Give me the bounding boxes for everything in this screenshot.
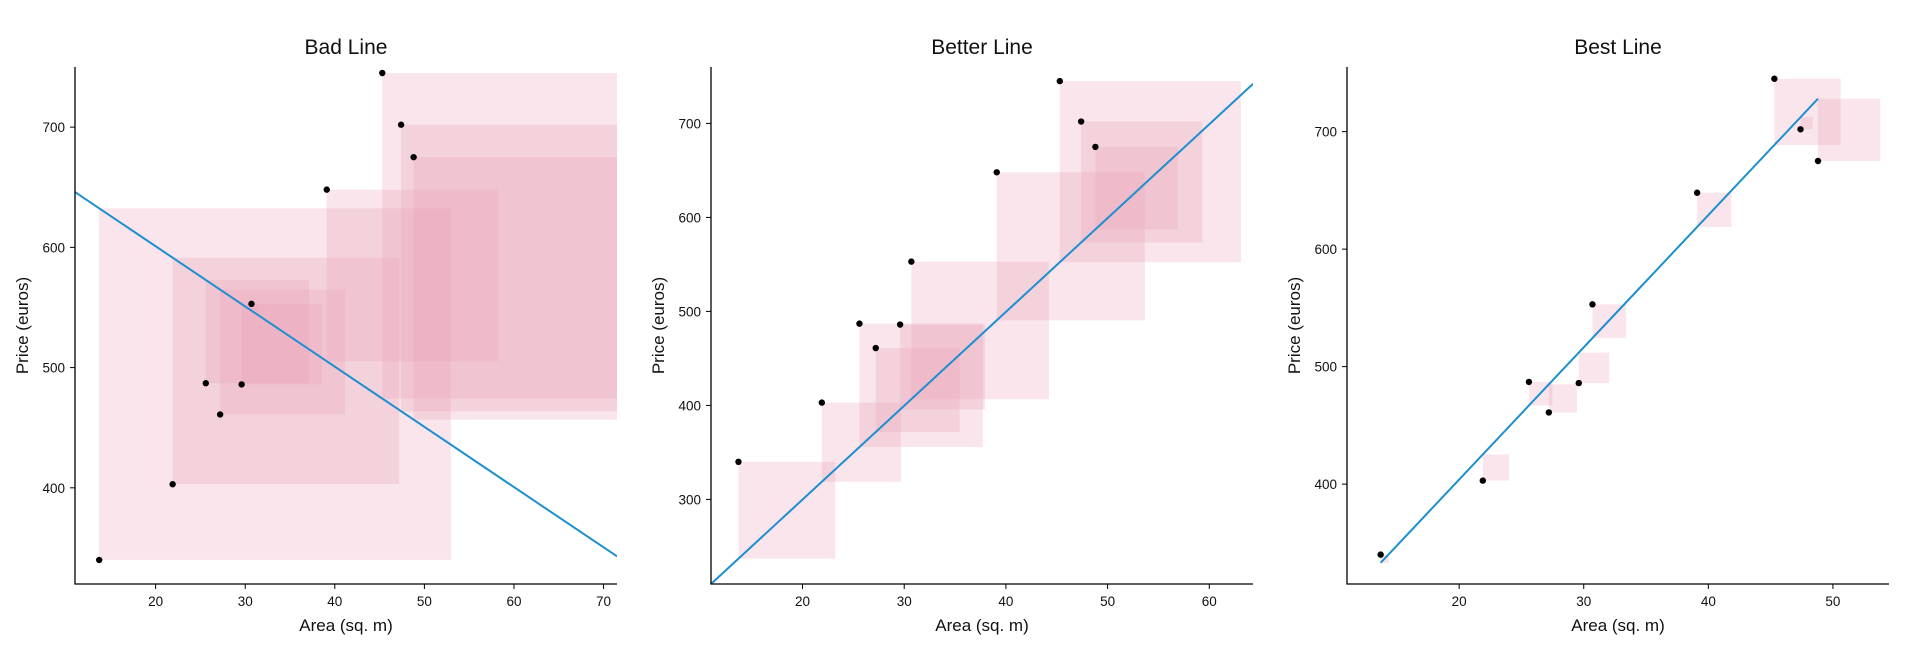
data-point [1077, 118, 1085, 125]
data-point [908, 258, 915, 265]
residual-square [1800, 117, 1813, 130]
data-point [1056, 77, 1063, 85]
data-point [202, 380, 209, 387]
x-axis-label: Area (sq. m) [299, 616, 393, 635]
panel-2: 20 30 40 50 60 300 400 500 600 700 Better Line Area… [649, 36, 1253, 635]
panel-1: 20 30 40 50 60 70 400 500 600 700 Bad Line Area (sq… [13, 36, 617, 635]
chart-title: Bad Line [305, 36, 388, 59]
x-tick-label: 50 [1825, 594, 1840, 609]
data-point [1589, 301, 1596, 308]
residual-square [1548, 384, 1577, 413]
data-point [410, 153, 417, 161]
residual-square [859, 323, 983, 448]
x-tick-label: 50 [417, 594, 432, 609]
residual-square [996, 172, 1145, 321]
residual-square [241, 304, 323, 385]
data-point [323, 186, 330, 193]
y-axis-label: Price (euros) [1285, 277, 1304, 374]
y-tick-label: 700 [42, 120, 65, 135]
plot-area [711, 81, 1253, 584]
residual-square [401, 124, 617, 412]
fit-line [1379, 98, 1819, 564]
fit-line [711, 83, 1253, 584]
residual-square [1059, 81, 1241, 263]
y-tick-label: 600 [1314, 242, 1337, 257]
data-point [238, 381, 245, 388]
data-point [1479, 477, 1487, 484]
data-point [872, 344, 879, 352]
residual-square [220, 289, 346, 415]
data-point [1092, 143, 1099, 151]
residual-square [205, 279, 310, 384]
y-tick-label: 500 [1314, 360, 1337, 375]
data-point [169, 481, 176, 488]
data-point [818, 399, 826, 406]
data-point [1545, 409, 1553, 416]
y-tick-label: 300 [678, 492, 701, 507]
x-tick-label: 70 [596, 594, 611, 609]
y-tick-label: 700 [678, 116, 701, 131]
fit-line [75, 191, 617, 558]
data-point [1693, 189, 1701, 196]
x-tick-label: 20 [148, 594, 163, 609]
y-tick-label: 600 [678, 210, 701, 225]
residual-square [1081, 121, 1203, 243]
plot-area [1379, 78, 1881, 564]
data-point [379, 69, 386, 77]
y-tick-label: 400 [1314, 477, 1337, 492]
x-tick-label: 30 [238, 594, 253, 609]
y-tick-label: 500 [42, 361, 65, 376]
data-point [856, 320, 863, 327]
residual-square [1578, 352, 1610, 384]
x-tick-label: 50 [1100, 594, 1115, 609]
data-point [896, 321, 904, 328]
y-tick-label: 400 [42, 481, 65, 496]
panel-3: 20 30 40 50 400 500 600 700 Best Line Area (sq. m… [1285, 36, 1889, 635]
y-tick-label: 700 [1314, 125, 1337, 140]
y-tick-label: 400 [678, 398, 701, 413]
residual-square [382, 73, 617, 399]
residual-square [1817, 98, 1881, 161]
data-point [248, 300, 255, 308]
data-point [1771, 75, 1778, 82]
x-tick-label: 20 [1452, 594, 1467, 609]
data-point [993, 169, 1000, 176]
x-axis-label: Area (sq. m) [1571, 616, 1665, 635]
x-tick-label: 40 [1701, 594, 1716, 609]
data-point [1575, 379, 1582, 387]
chart-title: Best Line [1574, 36, 1662, 59]
chart-title: Better Line [931, 36, 1033, 59]
data-point [1797, 126, 1804, 133]
x-tick-label: 30 [897, 594, 912, 609]
x-tick-label: 30 [1576, 594, 1591, 609]
y-tick-label: 500 [678, 304, 701, 319]
data-point [397, 121, 405, 128]
residual-square [99, 208, 451, 560]
data-point [216, 411, 224, 418]
y-axis-label: Price (euros) [649, 277, 668, 374]
data-point [1814, 157, 1822, 165]
residual-square [326, 189, 499, 362]
plot-area [75, 73, 617, 560]
x-tick-label: 40 [998, 594, 1013, 609]
residual-square [251, 303, 259, 311]
residual-square [1482, 454, 1509, 481]
y-axis-label: Price (euros) [13, 277, 32, 374]
data-point [735, 458, 742, 465]
x-axis-label: Area (sq. m) [935, 616, 1029, 635]
y-tick-label: 600 [42, 240, 65, 255]
data-point [95, 556, 103, 564]
data-point [1377, 551, 1384, 558]
data-point [1525, 378, 1533, 386]
residual-square [413, 157, 617, 420]
x-tick-label: 60 [506, 594, 521, 609]
residual-square [911, 261, 1049, 400]
x-tick-label: 60 [1202, 594, 1217, 609]
x-tick-label: 20 [795, 594, 810, 609]
residual-square [172, 257, 400, 485]
x-tick-label: 40 [327, 594, 342, 609]
